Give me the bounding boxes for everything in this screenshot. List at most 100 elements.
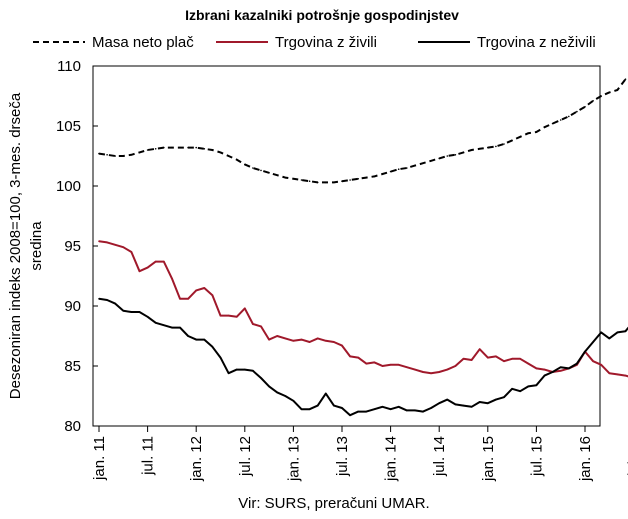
data-point [438, 402, 441, 405]
data-point [260, 169, 262, 172]
data-point [171, 326, 173, 329]
data-point [357, 410, 360, 413]
data-point [333, 181, 335, 184]
y-tick-label: 100 [56, 178, 81, 195]
data-point [325, 392, 327, 395]
data-point [171, 146, 173, 149]
x-tick-label: jul. 14 [431, 436, 448, 477]
y-tick-label: 110 [57, 58, 81, 75]
data-point [527, 132, 530, 134]
data-point [519, 136, 521, 138]
data-point [203, 287, 206, 289]
x-tick-label: jul. 16 [626, 436, 628, 477]
data-point [414, 409, 416, 412]
data-point [276, 174, 279, 176]
x-tick-label: jul. 15 [528, 436, 545, 477]
data-point [381, 365, 384, 367]
data-point [349, 179, 351, 181]
data-point [154, 260, 157, 263]
data-point [308, 341, 311, 343]
data-point [292, 340, 295, 342]
data-point [211, 294, 214, 297]
data-point [478, 148, 481, 150]
data-point [495, 398, 497, 401]
data-point [624, 330, 627, 333]
data-point [608, 372, 611, 375]
data-point [227, 314, 230, 317]
data-point [503, 360, 505, 363]
data-point [616, 331, 619, 334]
data-point [349, 355, 351, 358]
data-point [535, 367, 538, 370]
y-tick-label: 85 [64, 358, 81, 375]
data-point [511, 358, 513, 360]
data-point [292, 178, 295, 180]
data-point [454, 365, 457, 367]
data-point [543, 374, 546, 377]
data-point [519, 390, 521, 393]
y-axis: 80 85 90 95 100 105 110 [56, 58, 98, 435]
data-point [300, 408, 303, 411]
data-point [389, 170, 392, 173]
data-point [211, 346, 214, 348]
data-point [527, 362, 530, 365]
data-point [584, 350, 586, 353]
data-point [568, 115, 570, 118]
data-point [487, 146, 489, 149]
data-point [446, 398, 449, 401]
data-point [608, 91, 611, 94]
data-point [446, 155, 449, 157]
data-point [219, 151, 222, 154]
series-line [98, 297, 628, 417]
x-tick-label: jul. 13 [334, 436, 351, 477]
data-point [584, 106, 586, 108]
data-point [535, 131, 538, 133]
data-point [244, 368, 246, 371]
data-point [381, 406, 384, 408]
data-point [203, 148, 206, 150]
data-point [430, 407, 432, 409]
data-point [389, 364, 392, 366]
data-point [146, 149, 149, 151]
y-axis-label-line2: sredina [28, 221, 45, 271]
data-point [559, 370, 562, 372]
data-point [373, 408, 376, 411]
data-point [284, 176, 287, 179]
legend-item: Trgovina z neživili [418, 34, 596, 51]
data-point [154, 322, 157, 324]
data-point [252, 323, 254, 325]
data-point [284, 337, 287, 340]
y-tick-label: 90 [64, 298, 81, 315]
data-point [244, 307, 246, 310]
data-point [357, 178, 360, 180]
data-point [357, 356, 360, 359]
data-point [252, 167, 254, 169]
data-point [551, 371, 554, 373]
chart-title: Izbrani kazalniki potrošnje gospodinjste… [185, 7, 459, 23]
data-point [551, 122, 554, 125]
source-note: Vir: SURS, preračuni UMAR. [238, 495, 429, 512]
data-point [624, 374, 627, 377]
x-tick-label: jan. 15 [480, 436, 497, 482]
data-point [454, 154, 457, 156]
data-point [349, 414, 351, 417]
data-point [292, 400, 295, 402]
data-point [187, 335, 189, 337]
data-point [487, 402, 489, 405]
y-tick-label: 105 [56, 118, 81, 135]
data-point [543, 126, 546, 128]
data-point [130, 154, 133, 156]
data-point [470, 406, 473, 408]
data-point [365, 176, 368, 179]
data-point [559, 366, 562, 369]
legend-label: Masa neto plač [92, 34, 194, 51]
data-point [268, 172, 270, 174]
data-point [276, 391, 279, 394]
legend-label: Trgovina z neživili [477, 34, 596, 51]
data-point [308, 408, 311, 411]
data-point [406, 409, 408, 412]
data-point [98, 152, 100, 155]
data-point [543, 368, 546, 371]
data-point [600, 331, 602, 334]
data-point [503, 143, 505, 145]
